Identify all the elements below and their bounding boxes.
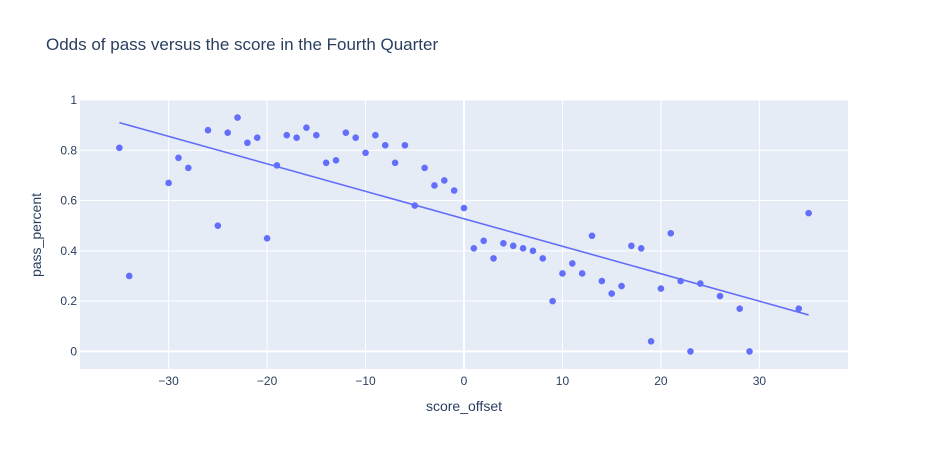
data-point[interactable] [490,255,497,262]
data-point[interactable] [175,154,182,162]
data-point[interactable] [657,285,665,292]
data-point[interactable] [352,134,359,142]
data-point[interactable] [598,277,606,285]
x-tick-label: −20 [257,374,278,388]
x-tick-label: −10 [355,374,376,388]
data-point[interactable] [372,131,379,139]
data-point[interactable] [116,144,123,152]
data-point[interactable] [431,182,438,189]
data-point[interactable] [549,297,556,305]
data-point[interactable] [716,292,724,300]
data-point[interactable] [273,162,281,169]
data-point[interactable] [125,272,133,280]
data-point[interactable] [470,245,478,252]
y-tick-label: 0.4 [60,244,77,258]
data-point[interactable] [234,114,241,121]
data-point[interactable] [322,159,330,167]
data-point[interactable] [165,179,172,187]
data-point[interactable] [795,305,803,312]
chart-title: Odds of pass versus the score in the Fou… [46,35,438,54]
x-axis-title: score_offset [426,398,502,414]
data-point[interactable] [805,209,812,217]
data-point[interactable] [569,260,576,267]
data-point[interactable] [519,245,527,252]
axis-ticks: −30 −20 −10 0 10 20 30 0 0.2 0.4 0.6 0.8 1 [60,93,766,388]
data-point[interactable] [529,247,537,255]
data-point[interactable] [411,202,419,209]
data-point[interactable] [313,131,320,139]
data-point[interactable] [263,234,271,242]
data-point[interactable] [204,126,212,134]
data-point[interactable] [647,338,655,345]
y-tick-label: 0.2 [60,294,77,308]
data-point[interactable] [736,305,743,312]
x-tick-label: 30 [753,374,767,388]
data-point[interactable] [628,242,635,250]
data-point[interactable] [391,159,399,167]
x-tick-label: −30 [158,374,179,388]
data-point[interactable] [539,255,547,262]
trendline-layer [119,121,809,316]
data-point[interactable] [637,245,645,252]
data-point[interactable] [697,280,704,287]
y-tick-label: 0.8 [60,143,77,157]
data-point[interactable] [618,282,625,290]
data-point[interactable] [677,277,684,285]
data-points [116,114,812,355]
data-point[interactable] [608,290,615,297]
data-point[interactable] [500,239,507,247]
y-tick-label: 0 [70,344,77,358]
x-tick-label: 20 [654,374,668,388]
data-point[interactable] [421,164,428,172]
grid-lines [80,99,848,369]
y-axis-title: pass_percent [28,193,44,277]
data-point[interactable] [214,222,222,230]
data-point[interactable] [362,149,369,157]
data-point[interactable] [381,141,389,149]
data-point[interactable] [480,237,487,245]
y-tick-label: 1 [70,93,77,107]
data-point[interactable] [588,232,596,240]
x-tick-label: 0 [461,374,468,388]
y-tick-label: 0.6 [60,194,77,208]
data-point[interactable] [450,187,458,194]
data-point[interactable] [185,164,192,172]
data-point[interactable] [253,134,261,142]
data-point[interactable] [578,270,586,277]
data-point[interactable] [224,129,231,136]
data-point[interactable] [509,242,517,250]
data-point[interactable] [342,129,350,136]
data-point[interactable] [401,141,409,149]
trendline [119,121,809,316]
data-point[interactable] [667,229,675,237]
data-point[interactable] [283,131,291,139]
data-point[interactable] [687,348,694,355]
data-point[interactable] [441,177,448,184]
data-point[interactable] [332,157,340,164]
data-point[interactable] [244,139,251,147]
data-point[interactable] [559,270,566,277]
data-point[interactable] [460,204,468,212]
data-point[interactable] [303,124,310,131]
data-point[interactable] [746,348,753,355]
x-tick-label: 10 [556,374,570,388]
data-point[interactable] [293,134,300,142]
